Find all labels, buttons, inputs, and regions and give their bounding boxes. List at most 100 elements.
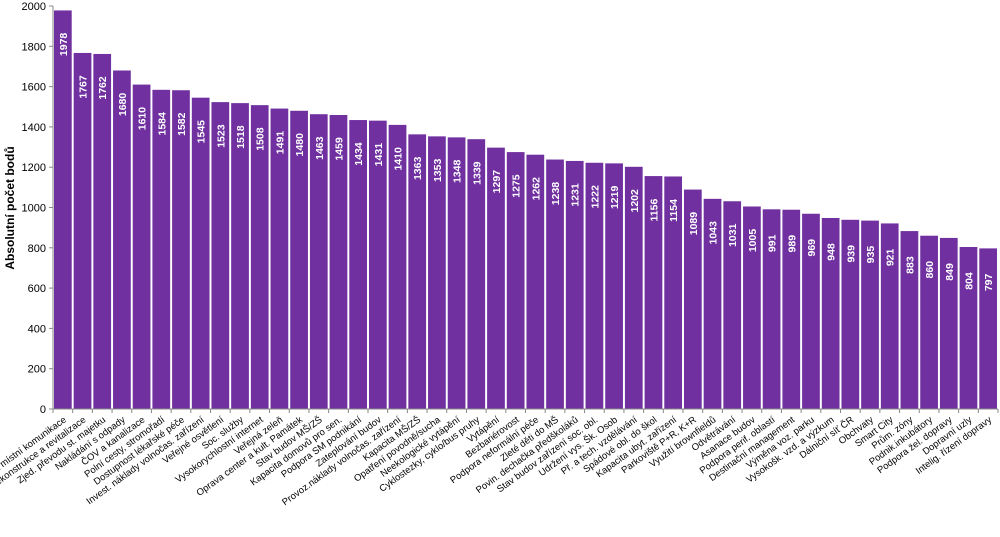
bar xyxy=(152,89,171,409)
bar xyxy=(880,223,899,409)
bar xyxy=(93,53,112,410)
bar-value-label: 1459 xyxy=(333,137,345,161)
bar xyxy=(526,154,545,409)
bar-value-label: 989 xyxy=(786,235,798,253)
bar-value-label: 1156 xyxy=(648,199,660,222)
y-axis-title: Absolutní počet bodů xyxy=(3,146,17,269)
bar xyxy=(191,97,210,410)
y-tick-label: 2000 xyxy=(22,1,46,13)
bar-value-label: 860 xyxy=(924,261,936,279)
bar xyxy=(349,120,368,410)
bar xyxy=(743,206,761,409)
bar-value-label: 1339 xyxy=(471,161,483,185)
bar xyxy=(113,70,131,409)
bar-value-label: 804 xyxy=(963,272,975,290)
bar-value-label: 883 xyxy=(904,256,916,274)
bar-value-label: 1219 xyxy=(609,186,621,210)
bar-value-label: 1031 xyxy=(727,223,739,247)
bar-value-label: 1480 xyxy=(294,133,306,157)
bar-value-label: 1582 xyxy=(176,112,188,136)
bar-value-label: 849 xyxy=(944,263,956,281)
bar xyxy=(585,162,604,409)
bar xyxy=(723,201,742,409)
bar-value-label: 1545 xyxy=(196,120,208,144)
bar xyxy=(309,114,328,410)
bar xyxy=(506,152,525,409)
bar xyxy=(802,213,820,409)
bar-value-label: 1680 xyxy=(117,93,129,117)
bar-value-label: 1463 xyxy=(314,136,326,160)
y-tick-label: 600 xyxy=(28,283,46,295)
bar-value-label: 1410 xyxy=(393,147,405,171)
bar xyxy=(939,237,958,409)
bar xyxy=(172,90,190,409)
bar xyxy=(428,136,446,409)
bar xyxy=(132,84,151,409)
bar xyxy=(487,147,505,409)
bar-value-label: 1508 xyxy=(255,127,267,151)
bar xyxy=(290,110,308,409)
bar-value-label: 1348 xyxy=(452,160,464,184)
bar xyxy=(762,209,781,409)
bar-value-label: 921 xyxy=(885,249,897,267)
bar xyxy=(368,120,387,410)
bar xyxy=(782,209,801,409)
bar-value-label: 1523 xyxy=(215,124,227,148)
y-tick-label: 1600 xyxy=(22,82,46,94)
bar-value-label: 1762 xyxy=(97,76,109,100)
bar xyxy=(683,189,702,409)
bar-value-label: 1978 xyxy=(58,33,70,57)
bar-value-label: 1275 xyxy=(511,174,523,198)
bar xyxy=(388,124,407,409)
bar xyxy=(447,137,466,409)
bar xyxy=(644,176,663,409)
bar-value-label: 1434 xyxy=(353,142,365,166)
bar-value-label: 797 xyxy=(983,273,995,291)
bar-value-label: 1238 xyxy=(550,182,562,206)
bar-value-label: 1089 xyxy=(688,212,700,236)
bar-value-label: 1154 xyxy=(668,199,680,222)
bar xyxy=(231,103,249,410)
bar-value-label: 1202 xyxy=(629,189,641,213)
bar-value-label: 1767 xyxy=(78,75,90,99)
bar xyxy=(250,105,269,409)
bar xyxy=(211,102,230,410)
y-tick-label: 1800 xyxy=(22,41,46,53)
bar-value-label: 1353 xyxy=(432,159,444,183)
bar-value-label: 1584 xyxy=(156,112,168,136)
bar-value-label: 1491 xyxy=(274,131,286,155)
bar-value-label: 969 xyxy=(806,239,818,257)
y-tick-label: 800 xyxy=(28,243,46,255)
bar-value-label: 1518 xyxy=(235,125,247,149)
bar xyxy=(861,220,879,409)
bar xyxy=(821,217,840,409)
bar-value-label: 935 xyxy=(865,246,877,264)
bar xyxy=(703,198,722,409)
bar-value-label: 1231 xyxy=(570,183,582,207)
bar-value-label: 1005 xyxy=(747,229,759,253)
bar xyxy=(841,219,860,409)
bar xyxy=(546,159,564,409)
bar xyxy=(53,10,72,410)
bar xyxy=(979,248,998,409)
bar xyxy=(565,160,584,409)
y-tick-label: 1000 xyxy=(22,203,46,215)
y-tick-label: 1400 xyxy=(22,122,46,134)
bar xyxy=(408,134,427,410)
bar-value-label: 1431 xyxy=(373,143,385,167)
bar xyxy=(270,108,289,409)
bar-value-label: 939 xyxy=(845,245,857,263)
bar-value-label: 1262 xyxy=(530,177,542,201)
bar xyxy=(664,176,683,409)
y-tick-label: 200 xyxy=(28,364,46,376)
y-tick-label: 1200 xyxy=(22,162,46,174)
bar xyxy=(467,139,486,409)
bar xyxy=(605,163,623,409)
bar xyxy=(73,52,92,409)
bar-value-label: 991 xyxy=(767,234,779,252)
bar-value-label: 1610 xyxy=(137,107,149,131)
y-tick-label: 0 xyxy=(40,404,46,416)
bar xyxy=(900,231,919,409)
bar-value-label: 1363 xyxy=(412,157,424,181)
